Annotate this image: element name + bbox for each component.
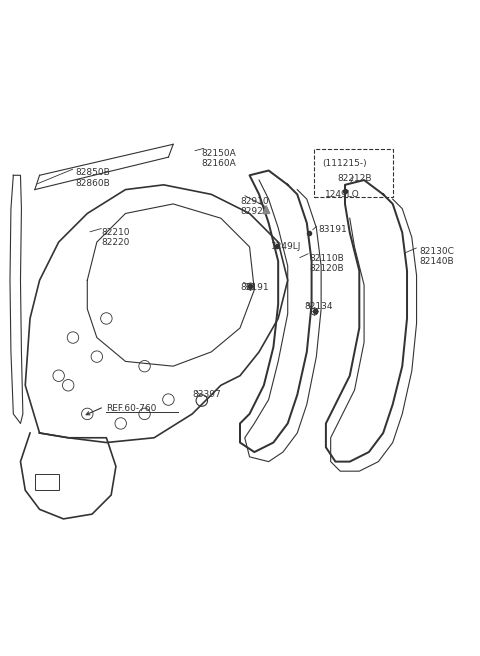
Text: 82212B: 82212B [337,174,372,183]
Text: 82134: 82134 [304,302,333,311]
Text: 83191: 83191 [319,226,348,234]
Text: REF.60-760: REF.60-760 [107,404,157,413]
Bar [35,474,59,490]
Text: 82150A
82160A: 82150A 82160A [202,149,237,169]
Text: 82210
82220: 82210 82220 [102,228,130,247]
Text: 83397: 83397 [192,390,221,399]
Text: 82130C
82140B: 82130C 82140B [419,247,454,266]
Text: 1249LQ: 1249LQ [325,190,360,199]
Text: 82191: 82191 [240,283,269,292]
Bar [314,149,393,197]
Text: 1249LJ: 1249LJ [271,242,301,251]
Polygon shape [263,206,270,213]
Text: 82110B
82120B: 82110B 82120B [309,254,344,274]
Text: 82910
82920: 82910 82920 [240,197,269,216]
Text: (111215-): (111215-) [323,159,367,167]
Text: 82850B
82860B: 82850B 82860B [75,168,110,188]
